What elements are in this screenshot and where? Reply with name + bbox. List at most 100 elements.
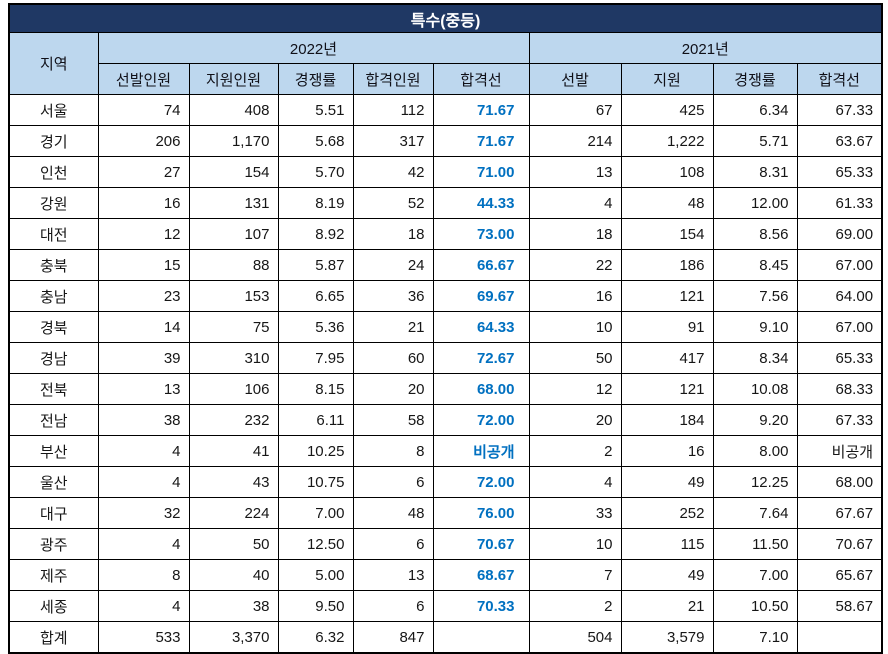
header-selected-2021: 선발 — [528, 63, 622, 95]
value-cell: 224 — [188, 497, 279, 529]
value-cell: 8.15 — [277, 373, 354, 405]
value-cell: 39 — [97, 342, 190, 374]
region-cell: 경남 — [8, 342, 99, 374]
value-cell: 310 — [188, 342, 279, 374]
cutoff-2022-cell: 44.33 — [432, 187, 530, 219]
value-cell: 68.00 — [796, 466, 883, 498]
value-cell: 108 — [620, 156, 714, 188]
value-cell: 5.36 — [277, 311, 354, 343]
value-cell: 58 — [352, 404, 434, 436]
value-cell: 50 — [528, 342, 622, 374]
value-cell: 847 — [352, 621, 434, 654]
value-cell: 184 — [620, 404, 714, 436]
value-cell: 12 — [528, 373, 622, 405]
table-title: 특수(중등) — [8, 3, 883, 33]
value-cell: 131 — [188, 187, 279, 219]
value-cell: 6 — [352, 466, 434, 498]
value-cell: 206 — [97, 125, 190, 157]
year-header-row: 지역 2022년 2021년 — [8, 32, 883, 95]
header-year-2022: 2022년 — [97, 32, 530, 64]
value-cell: 67.33 — [796, 94, 883, 126]
value-cell: 41 — [188, 435, 279, 467]
value-cell: 317 — [352, 125, 434, 157]
value-cell: 75 — [188, 311, 279, 343]
cutoff-2022-cell — [432, 621, 530, 654]
value-cell: 5.71 — [712, 125, 798, 157]
value-cell: 12.50 — [277, 528, 354, 560]
header-selected-2022: 선발인원 — [97, 63, 190, 95]
table-row: 부산 4 41 10.25 8 비공개 2 16 8.00 비공개 — [8, 435, 883, 467]
value-cell: 22 — [528, 249, 622, 281]
value-cell: 15 — [97, 249, 190, 281]
cutoff-2022-cell: 76.00 — [432, 497, 530, 529]
cutoff-2022-cell: 68.00 — [432, 373, 530, 405]
value-cell: 67.00 — [796, 249, 883, 281]
value-cell: 38 — [97, 404, 190, 436]
value-cell: 16 — [528, 280, 622, 312]
value-cell: 1,222 — [620, 125, 714, 157]
value-cell: 48 — [620, 187, 714, 219]
value-cell: 5.00 — [277, 559, 354, 591]
value-cell: 533 — [97, 621, 190, 654]
value-cell: 10.50 — [712, 590, 798, 622]
value-cell: 12 — [97, 218, 190, 250]
table-row: 광주 4 50 12.50 6 70.67 10 115 11.50 70.67 — [8, 528, 883, 560]
value-cell: 36 — [352, 280, 434, 312]
value-cell: 3,370 — [188, 621, 279, 654]
value-cell: 121 — [620, 280, 714, 312]
value-cell: 425 — [620, 94, 714, 126]
value-cell: 6 — [352, 590, 434, 622]
value-cell: 6 — [352, 528, 434, 560]
value-cell: 417 — [620, 342, 714, 374]
value-cell: 186 — [620, 249, 714, 281]
value-cell: 88 — [188, 249, 279, 281]
header-ratio-2022: 경쟁률 — [277, 63, 354, 95]
value-cell: 7.64 — [712, 497, 798, 529]
region-cell: 부산 — [8, 435, 99, 467]
header-passed-2022: 합격인원 — [352, 63, 434, 95]
value-cell: 8 — [352, 435, 434, 467]
table-row: 강원 16 131 8.19 52 44.33 4 48 12.00 61.33 — [8, 187, 883, 219]
cutoff-2022-cell: 72.00 — [432, 466, 530, 498]
value-cell: 68.33 — [796, 373, 883, 405]
data-table: 특수(중등) 지역 2022년 2021년 선발인원 지원인원 경쟁률 합격인원… — [8, 3, 884, 654]
value-cell: 20 — [352, 373, 434, 405]
value-cell: 91 — [620, 311, 714, 343]
value-cell: 7.95 — [277, 342, 354, 374]
table-row: 울산 4 43 10.75 6 72.00 4 49 12.25 68.00 — [8, 466, 883, 498]
value-cell: 24 — [352, 249, 434, 281]
table-row: 경기 206 1,170 5.68 317 71.67 214 1,222 5.71 63.67 — [8, 125, 883, 157]
value-cell: 8.00 — [712, 435, 798, 467]
value-cell: 12.00 — [712, 187, 798, 219]
value-cell: 4 — [97, 528, 190, 560]
value-cell: 6.65 — [277, 280, 354, 312]
value-cell: 16 — [620, 435, 714, 467]
value-cell: 8.45 — [712, 249, 798, 281]
value-cell: 7.00 — [277, 497, 354, 529]
cutoff-2022-cell: 71.67 — [432, 125, 530, 157]
value-cell: 9.50 — [277, 590, 354, 622]
value-cell: 107 — [188, 218, 279, 250]
value-cell: 9.10 — [712, 311, 798, 343]
subheader-row: 선발인원 지원인원 경쟁률 합격인원 합격선 선발 지원 경쟁률 합격선 — [9, 63, 883, 95]
value-cell: 67.67 — [796, 497, 883, 529]
value-cell: 7.56 — [712, 280, 798, 312]
table-row: 제주 8 40 5.00 13 68.67 7 49 7.00 65.67 — [8, 559, 883, 591]
cutoff-2022-cell: 70.67 — [432, 528, 530, 560]
value-cell: 67.00 — [796, 311, 883, 343]
table-row: 세종 4 38 9.50 6 70.33 2 21 10.50 58.67 — [8, 590, 883, 622]
value-cell: 214 — [528, 125, 622, 157]
value-cell: 8.56 — [712, 218, 798, 250]
value-cell: 10 — [528, 528, 622, 560]
value-cell: 32 — [97, 497, 190, 529]
value-cell: 21 — [352, 311, 434, 343]
cutoff-2022-cell: 68.67 — [432, 559, 530, 591]
region-cell: 울산 — [8, 466, 99, 498]
value-cell: 10.25 — [277, 435, 354, 467]
value-cell: 58.67 — [796, 590, 883, 622]
cutoff-2022-cell: 73.00 — [432, 218, 530, 250]
value-cell: 7.00 — [712, 559, 798, 591]
value-cell: 64.00 — [796, 280, 883, 312]
value-cell: 14 — [97, 311, 190, 343]
value-cell: 20 — [528, 404, 622, 436]
